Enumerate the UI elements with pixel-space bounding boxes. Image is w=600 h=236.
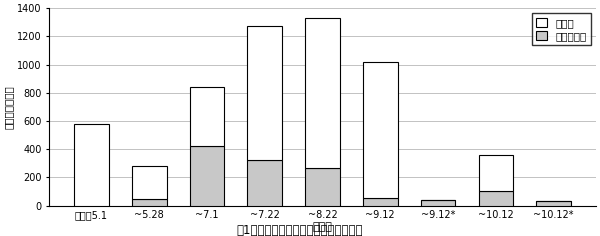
Bar bbox=[363, 198, 398, 206]
Bar bbox=[132, 166, 167, 198]
Bar bbox=[305, 168, 340, 206]
Bar bbox=[479, 155, 513, 191]
Bar bbox=[190, 146, 224, 206]
X-axis label: 調査日: 調査日 bbox=[313, 222, 332, 232]
Bar bbox=[132, 198, 167, 206]
Bar bbox=[74, 124, 109, 206]
Text: 図1　圃場でのタニソバの発生パターン: 図1 圃場でのタニソバの発生パターン bbox=[237, 224, 363, 236]
Bar bbox=[247, 26, 282, 160]
Bar bbox=[479, 191, 513, 206]
Y-axis label: 発生個体数／㎡: 発生個体数／㎡ bbox=[4, 85, 14, 129]
Bar bbox=[305, 18, 340, 168]
Bar bbox=[363, 63, 398, 198]
Bar bbox=[421, 200, 455, 206]
Legend: その他, タニソバ゛: その他, タニソバ゛ bbox=[532, 13, 590, 45]
Bar bbox=[190, 87, 224, 146]
Bar bbox=[536, 201, 571, 206]
Bar bbox=[247, 160, 282, 206]
